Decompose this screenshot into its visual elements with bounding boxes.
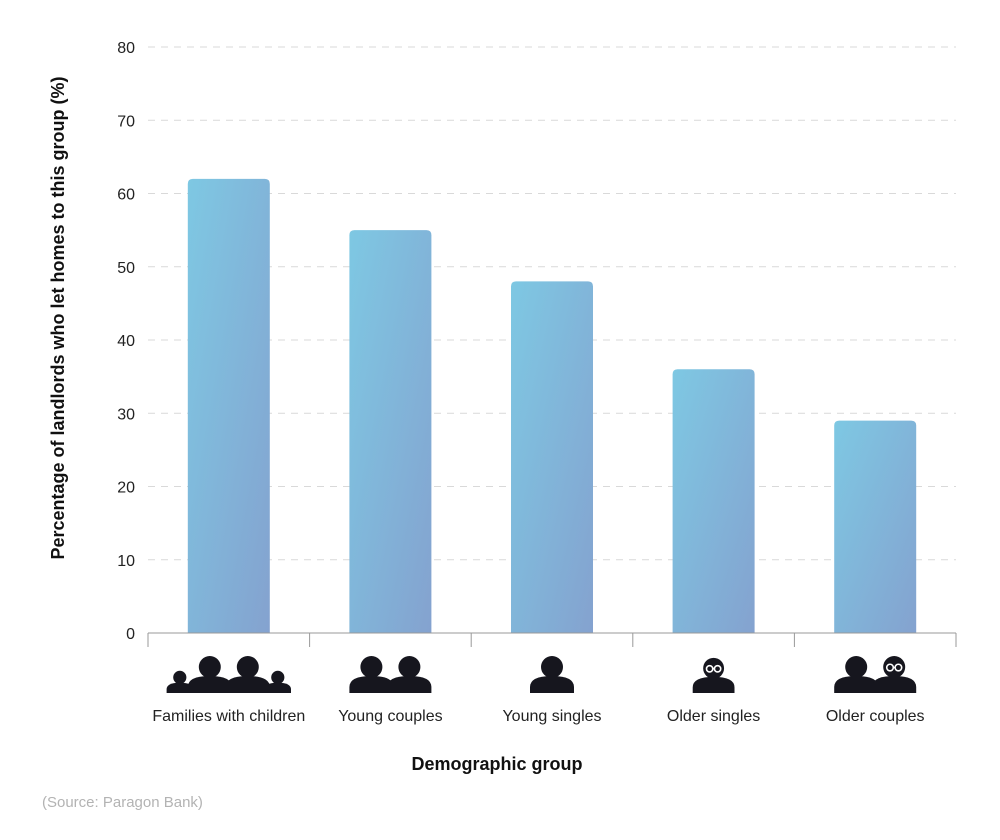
- y-tick-label: 50: [117, 260, 135, 277]
- y-tick-label: 80: [117, 40, 135, 57]
- bar-older-singles: [672, 369, 755, 633]
- y-axis-title: Percentage of landlords who let homes to…: [48, 76, 68, 559]
- y-tick-label: 60: [117, 187, 135, 204]
- x-tick-label: Families with children: [152, 708, 305, 725]
- y-tick-label: 20: [117, 480, 135, 497]
- older-couple-icon: [834, 656, 917, 693]
- couple-icon: [349, 656, 432, 693]
- x-axis: [147, 632, 957, 647]
- x-tick-label: Older singles: [667, 708, 760, 725]
- y-tick-label: 0: [126, 626, 135, 643]
- x-axis-title: Demographic group: [411, 754, 582, 774]
- y-tick-label: 40: [117, 333, 135, 350]
- family-icon: [166, 656, 291, 693]
- y-tick-label: 10: [117, 553, 135, 570]
- single-person-icon: [530, 656, 574, 693]
- bar-families-with-children: [187, 178, 270, 633]
- bar-young-singles: [511, 281, 593, 633]
- y-tick-label: 30: [117, 406, 135, 423]
- x-tick-label: Older couples: [826, 708, 925, 725]
- y-tick-label: 70: [117, 113, 135, 130]
- bars: [187, 178, 917, 633]
- x-tick-label: Young couples: [338, 708, 442, 725]
- older-person-icon: [692, 657, 735, 693]
- x-tick-label: Young singles: [502, 708, 601, 725]
- category-icons: [166, 656, 917, 693]
- x-tick-labels: Families with children Young couples Young…: [152, 708, 924, 725]
- bar-young-couples: [349, 230, 432, 633]
- bar-older-couples: [834, 420, 917, 633]
- y-tick-labels: 0 10 20 30 40 50 60 70 80: [117, 40, 135, 643]
- source-note: (Source: Paragon Bank): [42, 794, 203, 811]
